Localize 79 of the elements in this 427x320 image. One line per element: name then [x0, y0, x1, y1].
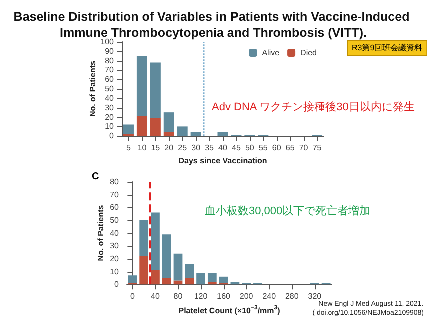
bar — [136, 56, 148, 116]
bar — [140, 220, 149, 256]
y-tick-label: 20 — [110, 254, 120, 264]
annotation: 血小板数30,000以下で死亡者増加 — [205, 204, 371, 218]
bar — [177, 126, 188, 136]
bar — [230, 282, 240, 285]
chart-title: Baseline Distribution of Variables in Patients with Vaccine-Induced Immune Thrombocytopenia and Thrombosis (VITT). — [14, 10, 414, 40]
y-tick-label: 80 — [105, 56, 115, 66]
y-tick-label: 80 — [110, 178, 120, 186]
x-tick-label: 80 — [174, 292, 184, 302]
x-tick-label: 35 — [205, 144, 215, 153]
x-tick-label: 40 — [151, 292, 160, 302]
text: R3第9回班会議資料 — [352, 44, 423, 52]
y-tick-label: 50 — [110, 216, 120, 225]
y-tick-label: 90 — [105, 46, 115, 56]
bar — [123, 124, 134, 134]
x-tick-label: 120 — [194, 292, 208, 302]
bar — [174, 254, 183, 281]
text: C — [92, 172, 100, 182]
x-tick-label: 5 — [126, 144, 132, 153]
y-tick-label: 0 — [114, 280, 120, 290]
y-tick-label: 30 — [105, 103, 115, 112]
x-tick-label: 70 — [299, 144, 309, 153]
bar — [196, 273, 206, 285]
x-tick-label: 200 — [240, 292, 254, 302]
bar — [185, 278, 194, 285]
x-tick-label: 40 — [218, 144, 228, 153]
bar — [162, 278, 172, 285]
bar — [208, 282, 217, 285]
bar — [162, 234, 172, 278]
y-axis-title: No. of Patients — [96, 204, 106, 262]
x-tick-label: 60 — [272, 144, 282, 153]
legend-label: Died — [300, 48, 317, 58]
bar — [136, 116, 148, 136]
bar — [151, 270, 160, 285]
y-tick-label: 70 — [110, 190, 120, 200]
x-tick-label: 45 — [232, 144, 242, 153]
bar — [164, 112, 174, 132]
y-tick-label: 30 — [110, 242, 120, 251]
x-tick-label: 50 — [245, 144, 255, 153]
y-tick-label: 10 — [110, 267, 120, 276]
x-tick-label: 25 — [178, 144, 188, 153]
y-tick-label: 60 — [110, 203, 120, 212]
y-tick-label: 20 — [105, 112, 115, 122]
annotation: Adv DNA ワクチン接種後30日以内に発生 — [212, 100, 415, 114]
x-tick-label: 10 — [138, 144, 148, 153]
bar — [151, 212, 160, 270]
y-tick-label: 40 — [105, 94, 115, 103]
bar — [140, 256, 149, 285]
bar — [164, 132, 174, 136]
bar — [219, 276, 228, 284]
x-tick-label: 30 — [192, 144, 202, 153]
y-tick-label: 100 — [100, 38, 115, 46]
x-tick-label: 320 — [308, 292, 322, 302]
x-tick-label: 160 — [217, 292, 232, 302]
x-tick-label: 75 — [312, 144, 322, 153]
bar — [218, 132, 228, 136]
x-tick-label: 65 — [286, 144, 296, 153]
x-tick-label: 280 — [285, 292, 300, 302]
y-axis-title: No. of Patients — [88, 60, 98, 118]
y-tick-label: 50 — [105, 84, 115, 94]
bar — [128, 276, 138, 284]
x-tick-label: 0 — [130, 292, 136, 302]
y-tick-label: 70 — [105, 66, 115, 75]
bar — [208, 273, 217, 282]
y-tick-label: 60 — [105, 75, 115, 84]
x-axis-title: Days since Vaccination — [178, 156, 268, 166]
x-tick-label: 20 — [164, 144, 174, 153]
x-tick-label: 240 — [262, 292, 277, 302]
x-tick-label: 15 — [151, 144, 161, 153]
bar — [185, 264, 194, 278]
legend-label: Alive — [262, 48, 280, 58]
bar — [150, 62, 161, 118]
bar — [150, 118, 161, 136]
x-tick-label: 55 — [258, 144, 268, 153]
y-tick-label: 10 — [105, 122, 115, 132]
y-tick-label: 0 — [110, 132, 115, 141]
y-tick-label: 40 — [110, 228, 120, 238]
bar — [190, 132, 202, 136]
